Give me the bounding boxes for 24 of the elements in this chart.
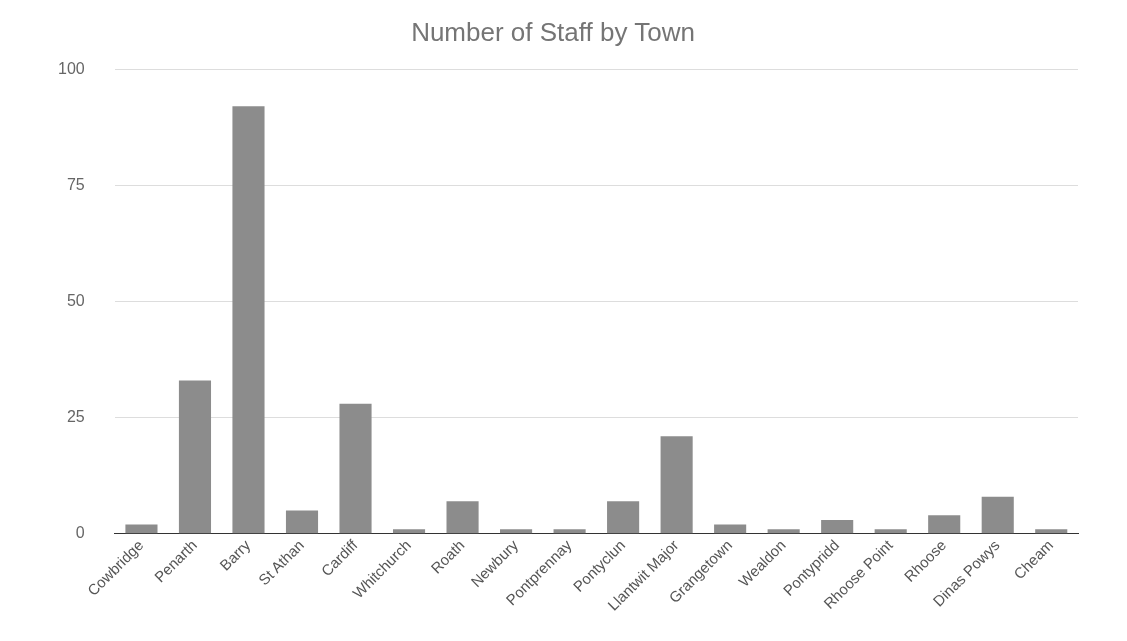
bar xyxy=(660,436,693,534)
y-tick-label: 50 xyxy=(66,291,85,309)
bar xyxy=(446,501,479,534)
bar xyxy=(981,496,1014,534)
bar xyxy=(232,106,265,534)
bar xyxy=(607,501,640,534)
bar xyxy=(767,529,800,534)
y-tick-label: 100 xyxy=(57,59,85,77)
bar xyxy=(500,529,533,534)
bar xyxy=(1035,529,1068,534)
bar xyxy=(928,515,961,534)
y-tick-label: 25 xyxy=(66,408,85,426)
bar xyxy=(553,529,586,534)
bar xyxy=(125,524,158,534)
bar xyxy=(874,529,907,534)
y-tick-label: 75 xyxy=(66,175,85,193)
bar xyxy=(714,524,747,534)
y-tick-label: 0 xyxy=(75,524,85,542)
bar xyxy=(339,403,372,534)
bar xyxy=(285,510,319,534)
chart-title: Number of Staff by Town xyxy=(411,16,695,47)
bar xyxy=(392,529,426,534)
bar xyxy=(821,519,854,534)
bar xyxy=(178,380,212,534)
